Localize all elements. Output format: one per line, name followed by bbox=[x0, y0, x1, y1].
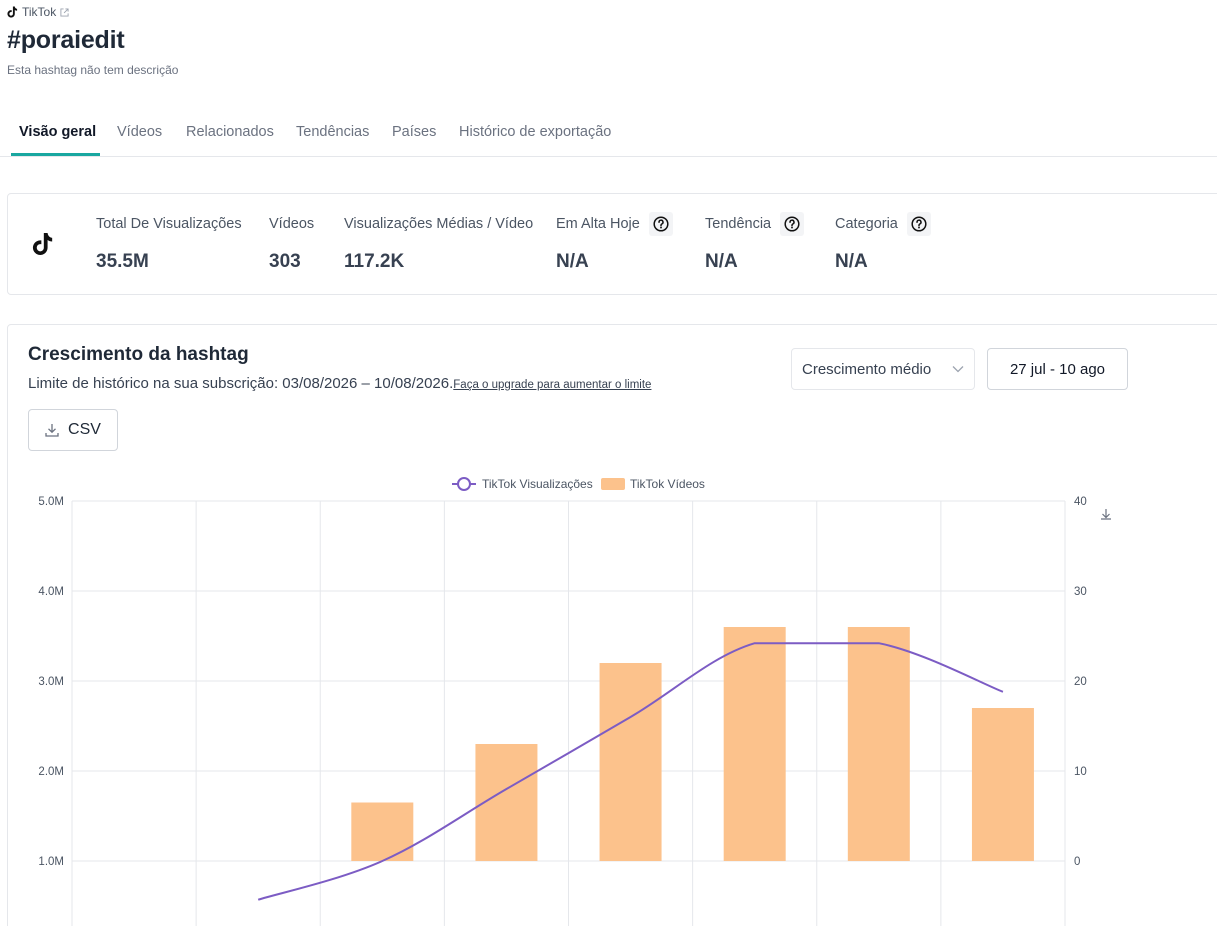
y-left-tick-label: 2.0M bbox=[38, 766, 64, 778]
download-icon[interactable] bbox=[1101, 509, 1111, 520]
history-limit-text: Limite de histórico na sua subscrição: 0… bbox=[28, 375, 454, 392]
bar bbox=[971, 708, 1034, 861]
legend-line-marker bbox=[457, 477, 471, 491]
date-range-button[interactable]: 27 jul - 10 ago bbox=[987, 348, 1128, 390]
help-icon[interactable] bbox=[906, 212, 931, 236]
y-left-tick-label: 4.0M bbox=[38, 586, 64, 598]
tab-overview[interactable]: Visão geral bbox=[19, 124, 97, 140]
bar bbox=[723, 627, 786, 861]
stat-total-views: Total De Visualizações 35.5M bbox=[96, 214, 242, 273]
stat-value: N/A bbox=[835, 251, 868, 272]
growth-mode-select[interactable]: Crescimento médio bbox=[791, 348, 975, 390]
upgrade-link[interactable]: Faça o upgrade para aumentar o limite bbox=[453, 379, 652, 391]
chevron-down-icon bbox=[952, 366, 964, 373]
csv-button[interactable]: CSV bbox=[28, 409, 118, 451]
help-icon[interactable] bbox=[780, 212, 805, 236]
stat-value: 117.2K bbox=[344, 251, 405, 272]
y-right-tick-label: 10 bbox=[1074, 766, 1087, 778]
line-series bbox=[257, 642, 1004, 901]
growth-title: Crescimento da hashtag bbox=[28, 344, 249, 365]
legend-label: TikTok Visualizações bbox=[482, 477, 593, 491]
stats-card: Total De Visualizações 35.5M Vídeos 303 … bbox=[7, 193, 1217, 295]
tab-export-history[interactable]: Histórico de exportação bbox=[459, 124, 612, 140]
bar bbox=[351, 802, 414, 861]
stat-label: Categoria bbox=[835, 216, 898, 232]
active-tab-indicator bbox=[11, 153, 100, 156]
stat-label: Total De Visualizações bbox=[96, 216, 242, 232]
stat-label: Vídeos bbox=[269, 216, 315, 232]
y-right-tick-label: 40 bbox=[1074, 496, 1087, 508]
stat-value: 35.5M bbox=[96, 251, 149, 272]
tab-trends[interactable]: Tendências bbox=[296, 124, 370, 140]
history-limit: Limite de histórico na sua subscrição: 0… bbox=[28, 375, 651, 392]
tiktok-icon bbox=[32, 233, 53, 255]
tab-countries[interactable]: Países bbox=[392, 124, 437, 140]
bar bbox=[847, 627, 910, 861]
legend-label: TikTok Vídeos bbox=[630, 477, 705, 491]
tab-videos[interactable]: Vídeos bbox=[117, 124, 163, 140]
source-label: TikTok bbox=[22, 5, 57, 19]
y-left-tick-label: 1.0M bbox=[38, 856, 64, 868]
stat-trend: Tendência N/A bbox=[705, 212, 805, 273]
legend-bar-swatch bbox=[601, 478, 625, 490]
help-icon[interactable] bbox=[648, 212, 673, 236]
tab-bar: Visão geral Vídeos Relacionados Tendênci… bbox=[0, 112, 1217, 157]
stat-label: Visualizações Médias / Vídeo bbox=[344, 216, 534, 232]
y-left-tick-label: 3.0M bbox=[38, 676, 64, 688]
tiktok-icon bbox=[7, 6, 18, 18]
stat-value: 303 bbox=[269, 251, 301, 272]
growth-mode-value: Crescimento médio bbox=[802, 360, 932, 378]
stat-trending-today: Em Alta Hoje N/A bbox=[556, 212, 673, 273]
download-icon bbox=[45, 424, 59, 437]
stat-videos: Vídeos 303 bbox=[269, 214, 314, 273]
source-link[interactable]: TikTok bbox=[7, 5, 69, 19]
stat-value: N/A bbox=[556, 251, 589, 272]
bar bbox=[599, 663, 662, 861]
stat-category: Categoria N/A bbox=[835, 212, 931, 273]
page-title: #poraiedit bbox=[7, 26, 125, 54]
y-right-tick-label: 30 bbox=[1074, 586, 1087, 598]
y-left-tick-label: 5.0M bbox=[38, 496, 64, 508]
tab-related[interactable]: Relacionados bbox=[186, 124, 274, 140]
csv-label: CSV bbox=[68, 421, 101, 438]
y-right-tick-label: 0 bbox=[1074, 856, 1080, 868]
hashtag-description: Esta hashtag não tem descrição bbox=[7, 63, 179, 77]
external-link-icon bbox=[60, 7, 69, 17]
y-right-tick-label: 20 bbox=[1074, 676, 1087, 688]
stat-label: Em Alta Hoje bbox=[556, 216, 640, 232]
stat-label: Tendência bbox=[705, 216, 772, 232]
stat-value: N/A bbox=[705, 251, 738, 272]
stat-avg-views: Visualizações Médias / Vídeo 117.2K bbox=[344, 214, 533, 273]
